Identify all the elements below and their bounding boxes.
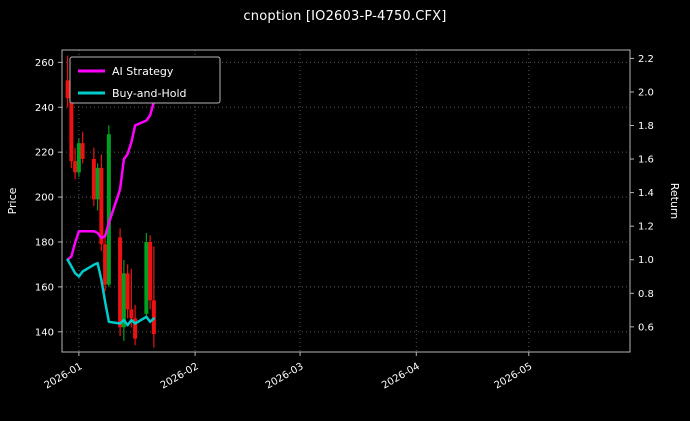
right-tick-label: 1.4 (638, 188, 654, 199)
right-tick-label: 0.8 (638, 289, 654, 300)
right-tick-label: 1.8 (638, 121, 654, 132)
plot-frame (61, 49, 631, 353)
left-tick-label: 180 (35, 237, 54, 248)
x-tick-label: 2026-03 (264, 361, 306, 391)
left-tick-label: 160 (35, 282, 54, 293)
candle-body (148, 241, 153, 301)
legend-label: Buy-and-Hold (112, 87, 187, 100)
candle-body (69, 98, 74, 162)
y-axis-label-price: Price (6, 187, 19, 214)
legend-label: AI Strategy (112, 65, 174, 78)
x-tick-label: 2026-05 (493, 361, 535, 391)
right-tick-label: 1.0 (638, 255, 654, 266)
left-tick-label: 240 (35, 103, 54, 114)
right-tick-label: 2.2 (638, 54, 654, 65)
series-line-buy-and-hold (66, 258, 156, 327)
candle-body (144, 241, 149, 314)
chart-title: cnoption [IO2603-P-4750.CFX] (243, 9, 447, 24)
x-tick-label: 2026-01 (43, 361, 85, 391)
series-line-ai-strategy (66, 100, 156, 261)
candle-body (133, 318, 138, 339)
right-tick-label: 1.2 (638, 222, 654, 233)
candle-body (76, 143, 81, 173)
candle-body (91, 158, 96, 200)
left-tick-label: 220 (35, 148, 54, 159)
left-tick-label: 200 (35, 193, 54, 204)
right-tick-label: 1.6 (638, 155, 654, 166)
candle-body (121, 273, 126, 328)
candle-body (106, 134, 111, 285)
candle-body (118, 237, 123, 328)
candle-body (103, 244, 108, 285)
left-tick-label: 260 (35, 58, 54, 69)
right-tick-label: 2.0 (638, 87, 654, 98)
legend-box (69, 56, 221, 104)
candle-body (99, 167, 104, 245)
candle-body (73, 161, 78, 173)
candle-body (95, 167, 100, 200)
right-tick-label: 0.6 (638, 322, 654, 333)
candle-body (129, 309, 134, 319)
x-tick-label: 2026-02 (159, 361, 201, 391)
left-tick-label: 140 (35, 327, 54, 338)
y-axis-label-return: Return (668, 183, 681, 220)
legend: AI Strategy Buy-and-Hold (69, 56, 221, 104)
candle-body (125, 273, 130, 310)
candle-body (80, 143, 85, 159)
x-tick-label: 2026-04 (380, 361, 422, 391)
candle-body (65, 80, 70, 99)
